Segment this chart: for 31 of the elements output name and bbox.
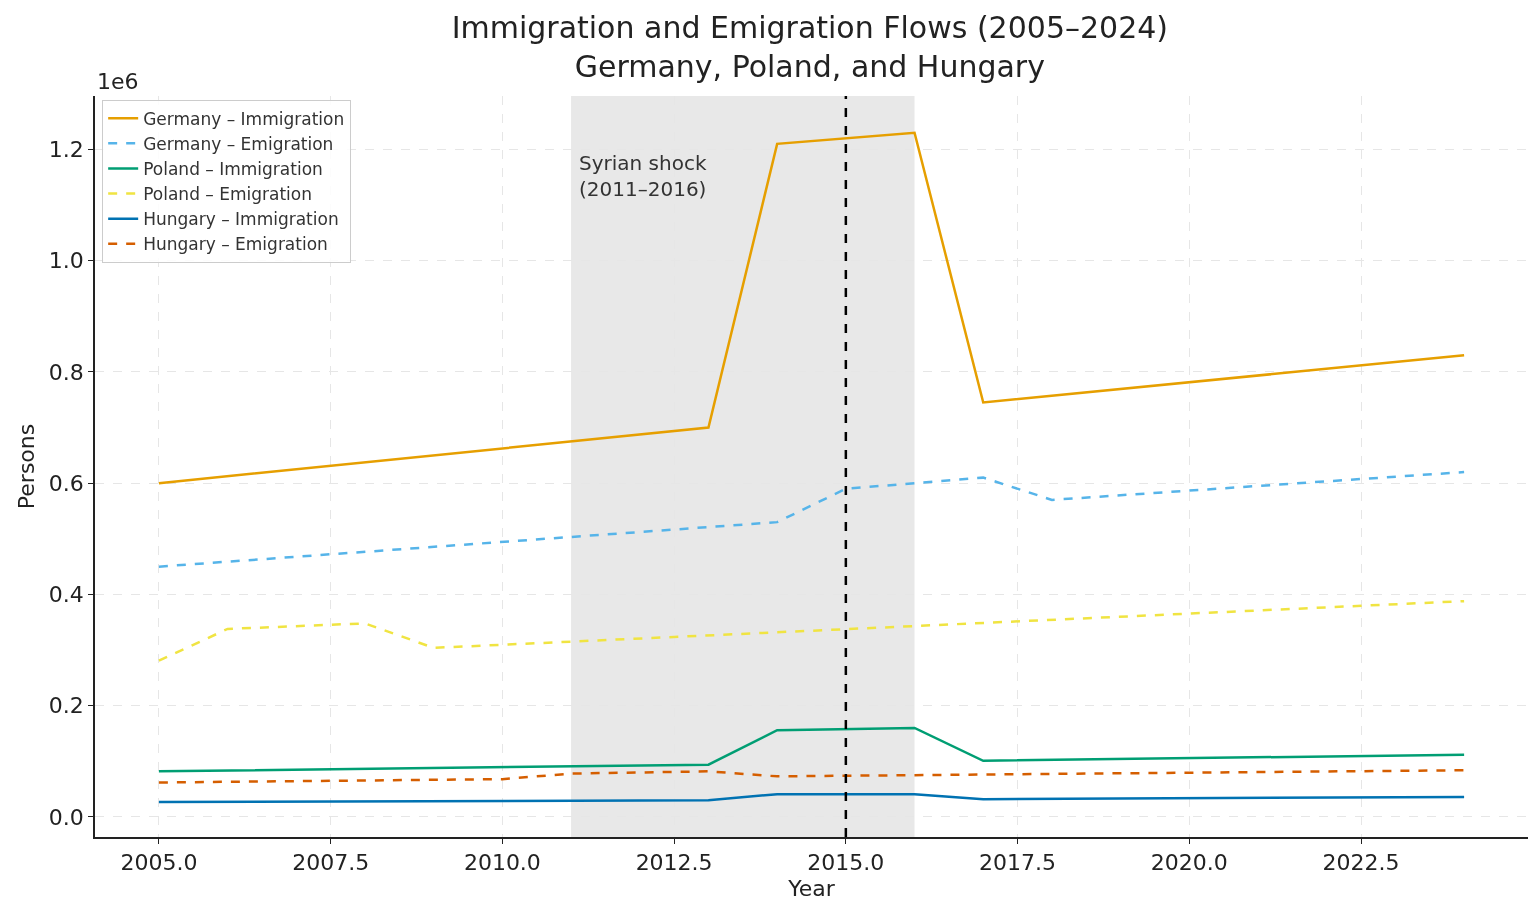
legend-label: Germany – Emigration: [143, 133, 334, 154]
legend-label: Poland – Emigration: [143, 184, 313, 205]
line-series: [157, 470, 1466, 568]
x-tick-label: 2012.5: [635, 850, 713, 876]
y-tick-label: 0.8: [48, 359, 84, 385]
line-series: [157, 599, 1466, 662]
y-tick-label: 0.4: [48, 582, 84, 608]
x-tick-label: 2007.5: [292, 850, 370, 876]
y-axis-title: Persons: [14, 423, 40, 510]
x-tick-label: 2022.5: [1322, 850, 1400, 876]
y-tick-label: 0.2: [48, 693, 84, 719]
line-series: [157, 768, 1466, 784]
x-tick-label: 2020.0: [1150, 850, 1228, 876]
y-tick-label: 1.2: [48, 137, 84, 163]
chart-title: Immigration and Emigration Flows (2005–2024) Germany, Poland, and Hungary: [451, 9, 1169, 84]
x-tick-label: 2010.0: [463, 850, 541, 876]
annotation: Syrian shock (2011–2016): [579, 151, 707, 201]
line-series: [157, 792, 1466, 804]
x-tick-label: 2005.0: [120, 850, 198, 876]
line-series: [157, 726, 1466, 773]
x-tick-label: 2017.5: [979, 850, 1057, 876]
x-axis-title: Year: [787, 876, 836, 901]
y-tick-label: 0.0: [48, 804, 84, 830]
x-tick-label: 2015.0: [807, 850, 885, 876]
y-tick-label: 1.0: [48, 248, 84, 274]
legend-label: Poland – Immigration: [143, 159, 323, 180]
text: 1e6: [97, 69, 139, 94]
legend-label: Hungary – Emigration: [143, 234, 328, 255]
legend-label: Germany – Immigration: [143, 108, 345, 129]
legend-label: Hungary – Immigration: [143, 209, 339, 230]
y-tick-label: 0.6: [48, 470, 84, 496]
